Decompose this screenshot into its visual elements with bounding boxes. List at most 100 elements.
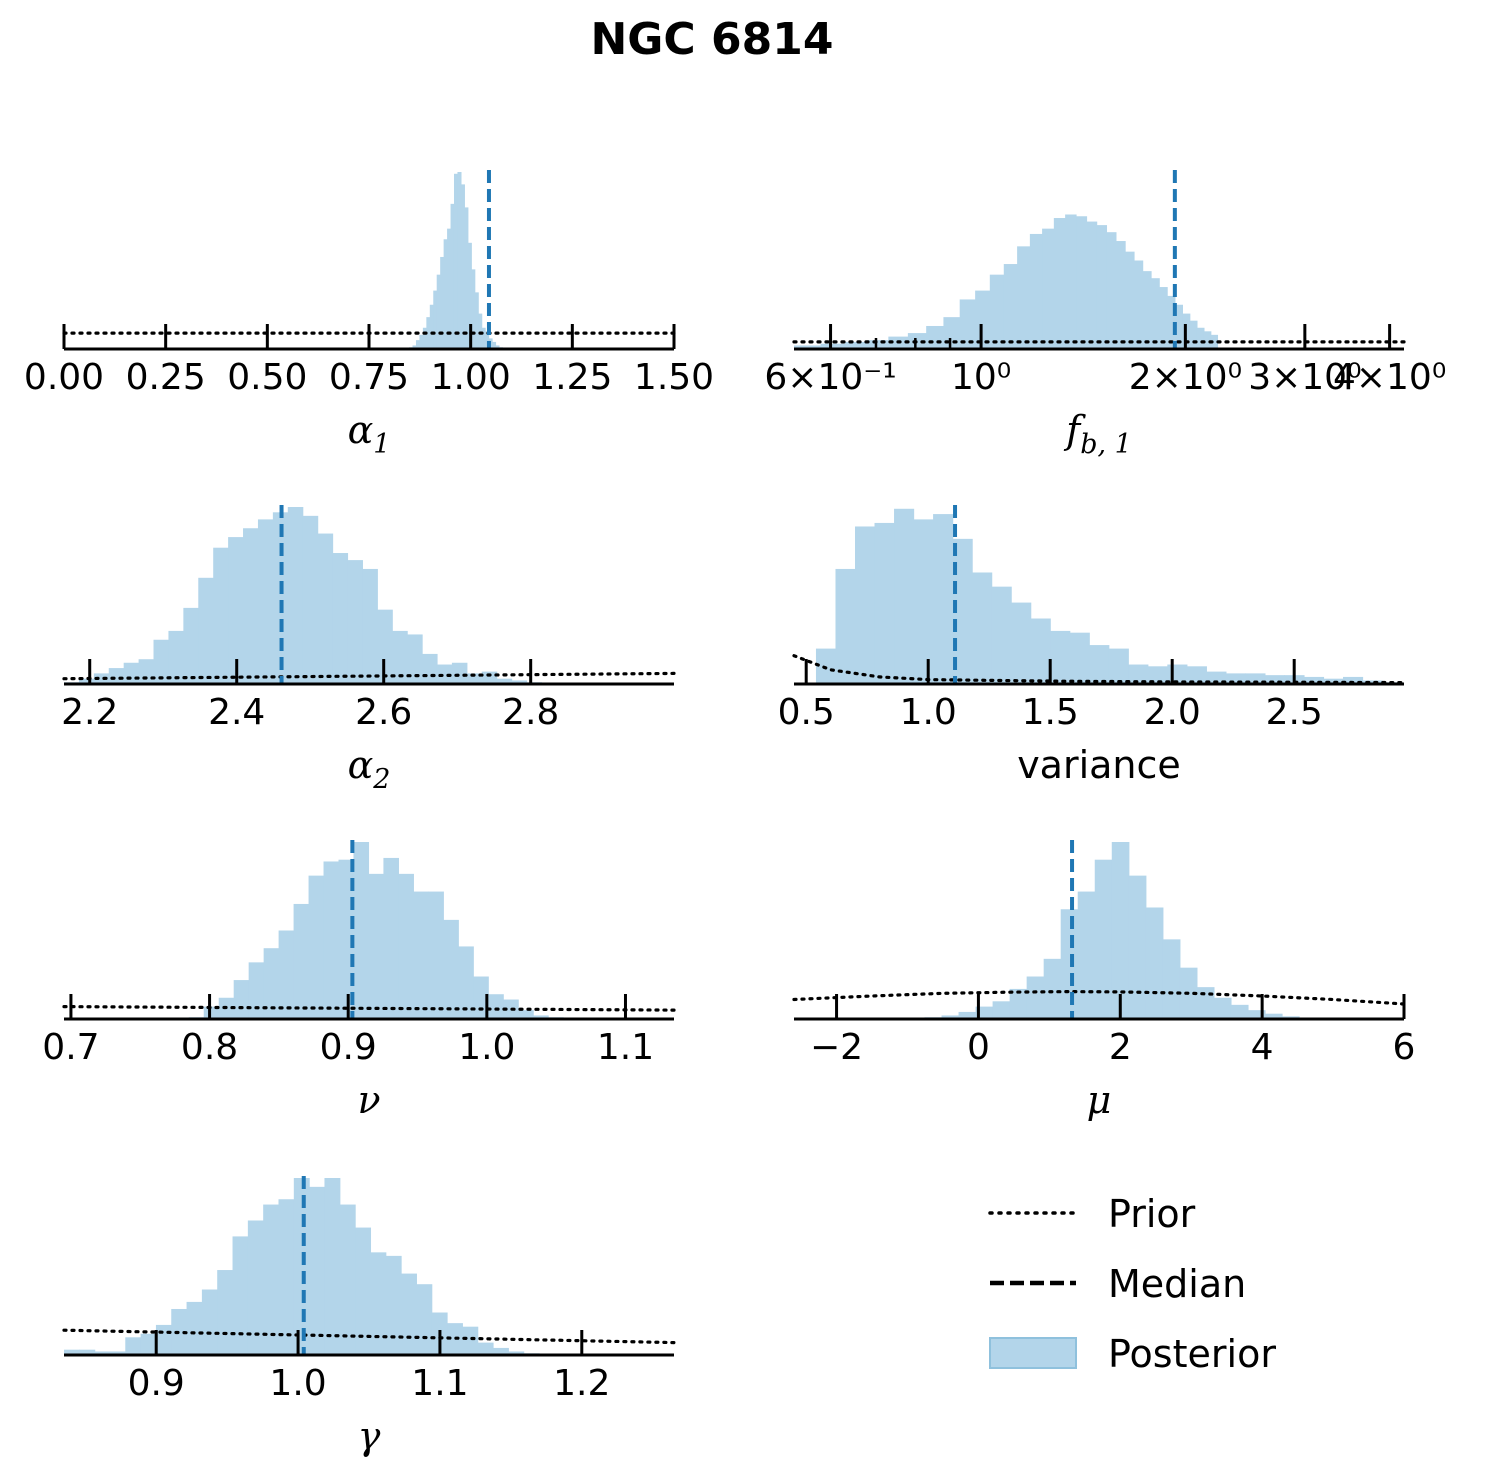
histogram-bar bbox=[926, 325, 945, 349]
histogram-bar bbox=[1213, 997, 1232, 1019]
histogram-bar bbox=[1162, 939, 1181, 1019]
histogram-bar bbox=[466, 673, 483, 684]
tick-label: 2.6 bbox=[355, 692, 412, 733]
histogram-bar bbox=[413, 891, 429, 1019]
histogram-bar bbox=[228, 537, 244, 684]
tick-label: 3×10⁰ bbox=[1248, 357, 1361, 398]
tick-label: 0.75 bbox=[329, 357, 409, 398]
histogram-bar bbox=[217, 1270, 234, 1355]
histogram-bar bbox=[473, 976, 489, 1019]
histogram-bar bbox=[1077, 891, 1096, 1019]
histogram-bar bbox=[1245, 673, 1266, 684]
tick-label: 1.50 bbox=[634, 357, 714, 398]
prior-line bbox=[62, 671, 676, 681]
histogram-bar bbox=[398, 873, 414, 1019]
histogram-bar bbox=[1210, 334, 1219, 349]
histogram-bar bbox=[1076, 216, 1088, 349]
histogram-bar bbox=[1203, 331, 1212, 349]
tick-label: 0.50 bbox=[227, 357, 307, 398]
histogram-bar bbox=[874, 522, 895, 684]
histogram-bar bbox=[481, 671, 498, 684]
legend-item-median: Median bbox=[990, 1262, 1246, 1306]
tick-label: 1.5 bbox=[1022, 692, 1079, 733]
histogram-bar bbox=[412, 345, 417, 349]
histogram-bar bbox=[308, 875, 325, 1019]
histogram-bar bbox=[1009, 988, 1028, 1019]
histogram-bar bbox=[1026, 976, 1045, 1019]
histogram-bar bbox=[485, 331, 490, 349]
tick-label: 0.8 bbox=[181, 1027, 238, 1068]
histogram-bar bbox=[492, 1347, 509, 1355]
histogram-bar bbox=[263, 1204, 280, 1355]
tick-label: 2.5 bbox=[1266, 692, 1323, 733]
histogram-bar bbox=[415, 340, 421, 349]
histogram-bar bbox=[419, 334, 424, 349]
histogram-bar bbox=[952, 538, 973, 684]
x-axis-label: γ bbox=[358, 1414, 381, 1458]
histogram-bar bbox=[422, 653, 438, 684]
posterior-histogram bbox=[405, 172, 507, 349]
histogram-bar bbox=[1196, 327, 1205, 349]
histogram-bar bbox=[125, 1337, 142, 1355]
histogram-bar bbox=[1069, 632, 1090, 684]
posterior-histogram bbox=[815, 508, 1403, 684]
histogram-bar bbox=[278, 930, 295, 1019]
histogram-bar bbox=[959, 299, 976, 349]
subplot-6: −2 0 2 4 6 μ bbox=[792, 840, 1416, 1122]
prior-line bbox=[792, 654, 1406, 685]
histogram-bar bbox=[1128, 875, 1147, 1019]
tick-label: 2.0 bbox=[1144, 692, 1201, 733]
histogram-bar bbox=[481, 327, 486, 349]
histogram-bar bbox=[385, 1255, 402, 1355]
tick-label: 1.0 bbox=[900, 692, 957, 733]
histogram-bar bbox=[1264, 675, 1286, 684]
x-axis-label: ν bbox=[357, 1078, 380, 1122]
tick-label: −2 bbox=[810, 1027, 863, 1068]
histogram-bar bbox=[392, 630, 408, 684]
tick-label: 10⁰ bbox=[951, 357, 1011, 398]
histogram-bar bbox=[471, 269, 476, 349]
histogram-bar bbox=[1065, 214, 1077, 349]
histogram-bar bbox=[108, 668, 125, 684]
histogram-bar bbox=[243, 528, 259, 684]
histogram-bar bbox=[383, 857, 399, 1019]
histogram-bar bbox=[867, 340, 889, 349]
histogram-bar bbox=[1264, 1013, 1283, 1019]
histogram-bar bbox=[913, 519, 934, 684]
x-axis-label: α2 bbox=[348, 743, 391, 795]
histogram-bar bbox=[460, 184, 465, 349]
axis-label-symbol: α bbox=[348, 408, 374, 452]
histogram-bar bbox=[855, 526, 876, 684]
histogram-bar bbox=[1362, 680, 1383, 684]
histogram-bar bbox=[1108, 648, 1129, 684]
tick-label: 2 bbox=[1109, 1027, 1132, 1068]
tick-label: 0.7 bbox=[42, 1027, 99, 1068]
axis-label-subscript: b, 1 bbox=[1080, 429, 1132, 460]
histogram-bar bbox=[1247, 1010, 1266, 1019]
histogram-bar bbox=[447, 228, 452, 349]
tick-label: 6 bbox=[1393, 1027, 1416, 1068]
histogram-bar bbox=[443, 239, 448, 349]
histogram-bar bbox=[436, 274, 441, 349]
histogram-bar bbox=[429, 304, 434, 349]
histogram-bar bbox=[416, 1284, 433, 1355]
tick-label: 1.25 bbox=[532, 357, 612, 398]
tick-label: 0.9 bbox=[320, 1027, 377, 1068]
tick-label: 1.0 bbox=[458, 1027, 515, 1068]
histogram-bar bbox=[1106, 232, 1117, 349]
histogram-bar bbox=[1096, 225, 1108, 349]
histogram-bar bbox=[508, 1351, 525, 1355]
histogram-bar bbox=[975, 290, 991, 349]
histogram-bar bbox=[1147, 666, 1168, 684]
legend-item-prior: Prior bbox=[988, 1192, 1196, 1236]
histogram-bar bbox=[293, 1178, 310, 1355]
histogram-bar bbox=[1042, 228, 1055, 349]
histogram-bar bbox=[1125, 251, 1135, 349]
histogram-bar bbox=[123, 662, 140, 684]
histogram-bar bbox=[338, 859, 355, 1019]
histogram-bar bbox=[368, 873, 385, 1019]
tick-label: 2×10⁰ bbox=[1129, 357, 1242, 398]
subplot-4: 0.5 1.0 1.5 2.0 2.5 variance bbox=[778, 505, 1406, 787]
histogram-bar bbox=[186, 1301, 203, 1355]
histogram-bar bbox=[332, 553, 349, 684]
